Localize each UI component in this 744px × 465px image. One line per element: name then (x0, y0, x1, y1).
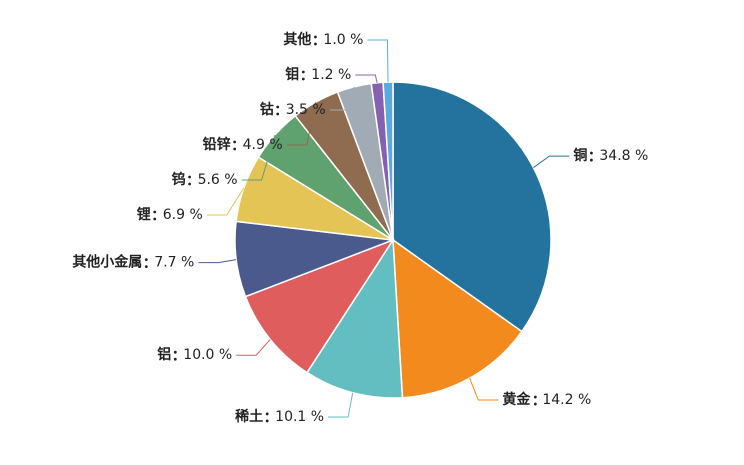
separator-dot (144, 265, 148, 269)
slice-name: 钴 (260, 101, 274, 118)
slice-value: 7.7 % (154, 255, 194, 271)
separator-dot (314, 42, 317, 46)
separator-dot (301, 70, 305, 74)
separator-dot (233, 147, 237, 151)
slice-value: 34.8 % (599, 148, 648, 164)
separator-dot (188, 182, 191, 186)
separator-dot (265, 419, 269, 423)
leader-line (241, 134, 276, 181)
separator-dot (233, 140, 237, 144)
leader-line (328, 392, 354, 418)
separator-dot (301, 77, 305, 81)
leader-line (206, 187, 245, 216)
separator-dot (276, 105, 280, 109)
separator-dot (276, 112, 280, 116)
separator-dot (188, 175, 191, 179)
separator-dot (590, 151, 593, 155)
separator-dot (173, 357, 177, 361)
slice-label: 其他小金属 7.7 % (72, 254, 194, 271)
slice-name: 钼 (285, 66, 299, 83)
leader-line (198, 259, 237, 264)
slice-value: 6.9 % (163, 207, 203, 223)
leader-line (329, 86, 355, 111)
leader-line (469, 377, 499, 401)
slice-value: 10.0 % (183, 347, 232, 363)
slice-label: 铜 34.8 % (573, 147, 648, 164)
leader-line (236, 339, 271, 356)
slice-label: 锂 6.9 % (137, 206, 203, 223)
slice-label: 铅锌 4.9 % (202, 136, 283, 153)
slice-value: 14.2 % (542, 392, 591, 408)
slice-label: 钨 5.6 % (172, 171, 238, 188)
slice-name: 铜 (573, 147, 587, 164)
slice-name: 钨 (172, 171, 186, 188)
slice-name: 稀土 (235, 408, 263, 425)
slice-label: 钼 1.2 % (285, 66, 351, 83)
separator-dot (533, 402, 537, 406)
slice-label: 铝 10.0 % (157, 346, 232, 363)
slice-name: 铝 (157, 346, 171, 363)
slice-value: 5.6 % (198, 172, 238, 188)
separator-dot (590, 158, 593, 162)
slice-value: 10.1 % (275, 409, 324, 425)
slice-value: 1.2 % (311, 67, 351, 83)
slice-name: 锂 (137, 206, 151, 223)
slice-value: 4.9 % (243, 137, 283, 153)
leader-line (533, 155, 570, 168)
separator-dot (144, 258, 148, 262)
slice-name: 铅锌 (202, 136, 231, 153)
slice-label: 黄金 14.2 % (502, 391, 591, 408)
separator-dot (265, 412, 269, 416)
slice-value: 3.5 % (286, 102, 326, 118)
slice-name: 其他 (283, 31, 311, 48)
separator-dot (533, 395, 537, 399)
slice-name: 黄金 (502, 391, 531, 408)
leader-line (355, 74, 378, 83)
separator-dot (173, 350, 177, 354)
separator-dot (314, 35, 317, 39)
leader-line (286, 102, 317, 146)
slice-name: 其他小金属 (72, 254, 142, 271)
slice-value: 1.0 % (323, 32, 363, 48)
slice-label: 钴 3.5 % (260, 101, 326, 118)
slice-label: 其他 1.0 % (283, 31, 363, 48)
leader-line (367, 39, 389, 83)
slice-label: 稀土 10.1 % (235, 408, 324, 425)
separator-dot (153, 210, 157, 214)
separator-dot (153, 217, 157, 221)
